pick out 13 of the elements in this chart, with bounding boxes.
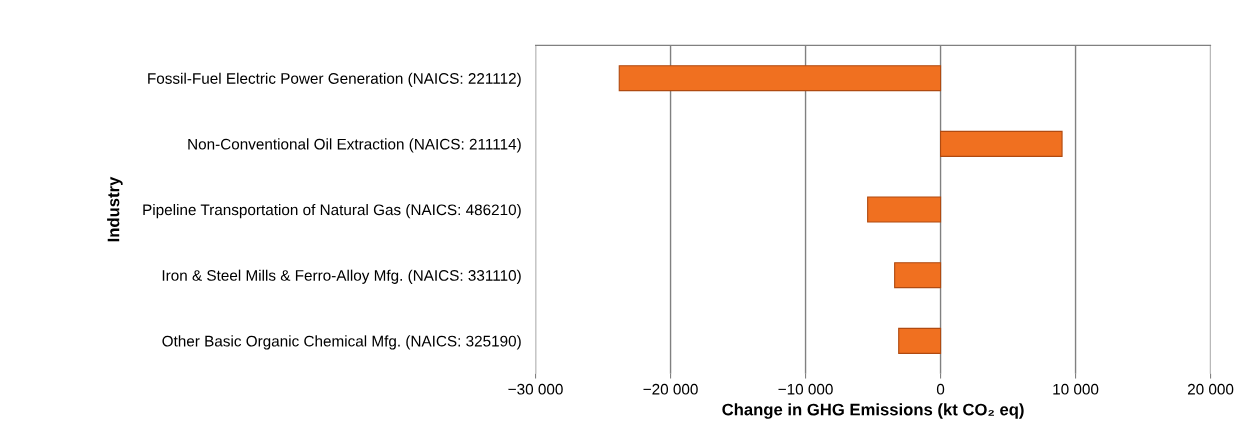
y-tick-label: Iron & Steel Mills & Ferro-Alloy Mfg. (NAICS: 331110) [162, 269, 521, 284]
y-tick-label: Other Basic Organic Chemical Mfg. (NAICS: 325190) [162, 335, 521, 350]
x-tick-label: −30 000 [508, 383, 563, 395]
x-tick-label: 0 [936, 383, 945, 395]
y-tick-label: Fossil-Fuel Electric Power Generation (NAICS: 221112) [148, 72, 521, 87]
x-axis-title: Change in GHG Emissions (kt CO₂ eq) [722, 403, 1024, 419]
x-tick-label: −20 000 [643, 383, 698, 395]
x-tick-label: 20 000 [1187, 383, 1234, 395]
x-tick-label: −10 000 [778, 383, 833, 395]
x-tick-label: 10 000 [1053, 383, 1099, 395]
y-tick-label: Pipeline Transportation of Natural Gas (NAICS: 486210) [143, 203, 521, 219]
y-axis-title: Industry [107, 176, 123, 242]
y-tick-label: Non-Conventional Oil Extraction (NAICS: 211114) [188, 138, 521, 153]
